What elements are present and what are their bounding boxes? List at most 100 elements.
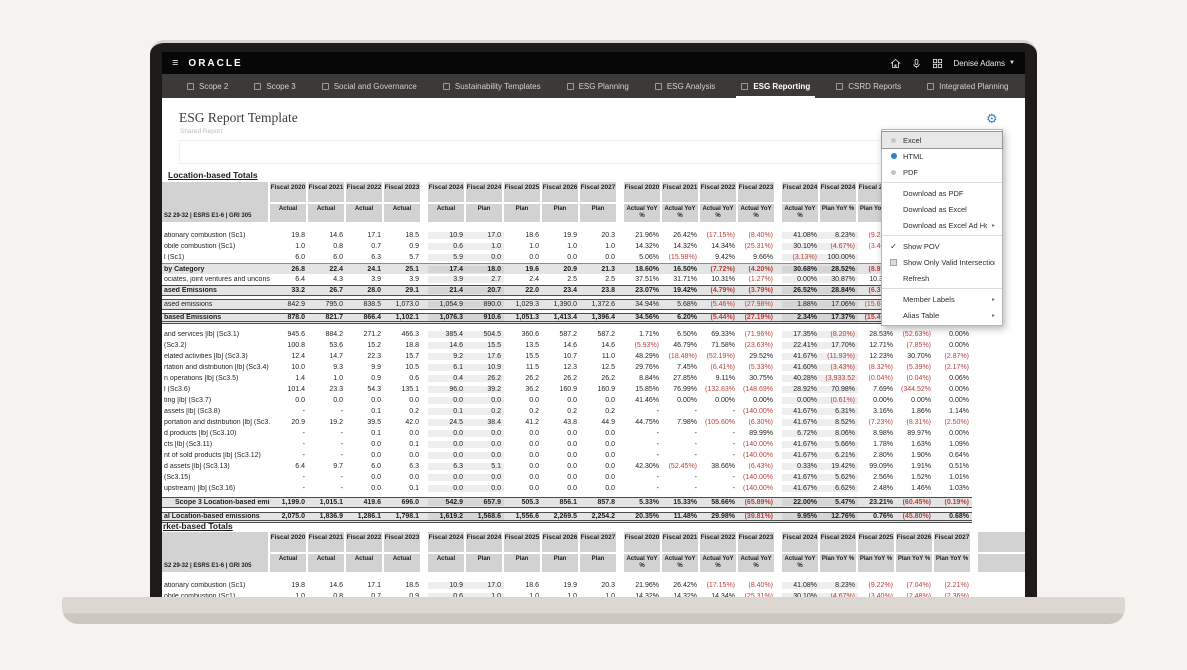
data-cell[interactable]: 26.8 (291, 265, 305, 273)
data-cell[interactable]: (15.98%) (668, 254, 697, 261)
data-cell[interactable]: 10.31% (711, 276, 735, 283)
column-header[interactable]: Fiscal 2024 Actual YoY % (782, 182, 818, 222)
data-cell[interactable]: 29.52% (749, 353, 773, 360)
data-cell[interactable]: 0.00% (949, 430, 969, 437)
data-cell[interactable]: 0.6 (428, 593, 466, 597)
data-cell[interactable]: 0.6 (428, 243, 466, 250)
data-cell[interactable]: 13.5 (525, 342, 539, 349)
data-cell[interactable]: - (340, 441, 343, 448)
data-cell[interactable]: 0.2 (529, 408, 539, 415)
data-cell[interactable]: (4.79%) (710, 287, 735, 294)
data-cell[interactable]: (5.93%) (634, 342, 659, 349)
data-cell[interactable]: 20.9 (563, 265, 577, 273)
data-cell[interactable]: 5.9 (428, 254, 466, 261)
data-cell[interactable]: 39.2 (466, 386, 504, 393)
data-cell[interactable]: 19.9 (563, 582, 577, 589)
data-cell[interactable]: 21.96% (635, 582, 659, 589)
data-cell[interactable]: 1,199.0 (281, 499, 305, 506)
data-cell[interactable]: 26.2 (601, 375, 615, 382)
data-cell[interactable]: (52.19%) (706, 353, 735, 360)
column-header[interactable]: Fiscal 2021 Actual (308, 532, 344, 572)
data-cell[interactable]: - (302, 485, 305, 492)
settings-gear-icon[interactable]: ⚙ (986, 111, 998, 126)
data-cell[interactable]: - (732, 408, 735, 415)
data-cell[interactable]: 21.96% (635, 232, 659, 239)
data-cell[interactable]: 360.6 (521, 331, 539, 338)
data-cell[interactable]: 1.01% (949, 474, 969, 481)
data-cell[interactable]: 15.2 (367, 342, 381, 349)
data-cell[interactable]: 0.0 (428, 441, 466, 448)
data-cell[interactable]: (2.36%) (944, 593, 969, 597)
data-cell[interactable]: 0.0 (605, 397, 615, 404)
data-cell[interactable]: 1.0 (567, 243, 577, 250)
data-cell[interactable]: (140.00% (743, 474, 773, 481)
data-cell[interactable]: 0.0 (567, 452, 577, 459)
data-cell[interactable]: 21.4 (428, 287, 466, 294)
data-cell[interactable]: 20.9 (291, 419, 305, 426)
data-cell[interactable]: 9.2 (428, 353, 466, 360)
data-cell[interactable]: - (656, 430, 659, 437)
data-cell[interactable]: 6.31% (820, 408, 858, 415)
data-cell[interactable]: 22.41% (782, 342, 820, 349)
data-cell[interactable]: 20.7 (466, 287, 504, 294)
data-cell[interactable]: - (302, 408, 305, 415)
data-cell[interactable]: 0.0 (529, 463, 539, 470)
row-label[interactable]: based Emissions (164, 314, 222, 321)
data-cell[interactable]: 14.32% (635, 593, 659, 597)
data-cell[interactable]: 0.1 (409, 485, 419, 492)
data-cell[interactable]: 10.9 (428, 232, 466, 239)
data-cell[interactable]: 41.67% (782, 452, 820, 459)
data-cell[interactable]: 0.0 (529, 430, 539, 437)
data-cell[interactable]: 0.0 (605, 254, 615, 261)
data-cell[interactable]: 20.3 (601, 232, 615, 239)
data-cell[interactable]: 466.3 (401, 331, 419, 338)
column-header[interactable]: Fiscal 2020 Actual (270, 182, 306, 222)
data-cell[interactable]: 17.0 (466, 232, 504, 239)
data-cell[interactable]: 0.0 (466, 441, 504, 448)
data-cell[interactable]: 0.00% (873, 397, 893, 404)
column-header[interactable]: Fiscal 2026 Plan (542, 532, 578, 572)
column-header[interactable]: Fiscal 2027 Plan (580, 532, 616, 572)
data-cell[interactable]: - (340, 485, 343, 492)
column-header[interactable]: Fiscal 2020 Actual YoY % (624, 182, 660, 222)
data-cell[interactable]: 89.97% (907, 430, 931, 437)
row-label[interactable]: obile combustion (Sc1) (164, 243, 236, 250)
data-cell[interactable]: (71.96%) (744, 331, 773, 338)
data-cell[interactable]: 0.00% (782, 276, 820, 283)
data-cell[interactable]: (9.22%) (868, 582, 893, 589)
data-cell[interactable]: 0.0 (466, 452, 504, 459)
data-cell[interactable]: (148.69% (743, 386, 773, 393)
tab-sustainability-templates[interactable]: Sustainability Templates (430, 74, 554, 98)
data-cell[interactable]: (5.46%) (710, 301, 735, 308)
data-cell[interactable]: 41.08% (782, 232, 820, 239)
row-label[interactable]: ociates, joint ventures and unconsolida (164, 276, 270, 283)
data-cell[interactable]: 9.95% (782, 513, 820, 520)
data-cell[interactable]: 38.66% (711, 463, 735, 470)
data-cell[interactable]: 15.5 (525, 353, 539, 360)
data-cell[interactable]: - (302, 452, 305, 459)
hamburger-menu-icon[interactable]: ≡ (172, 57, 179, 69)
data-cell[interactable]: 0.06% (949, 375, 969, 382)
data-cell[interactable]: 17.0 (466, 582, 504, 589)
data-cell[interactable]: 0.0 (605, 452, 615, 459)
data-cell[interactable]: 0.0 (605, 441, 615, 448)
data-cell[interactable]: 1.71% (639, 331, 659, 338)
data-cell[interactable]: (6.37%) (858, 287, 896, 294)
data-cell[interactable]: - (694, 408, 697, 415)
data-cell[interactable]: 18.6 (525, 232, 539, 239)
data-cell[interactable]: 14.32% (673, 243, 697, 250)
data-cell[interactable]: 0.0 (466, 430, 504, 437)
data-cell[interactable]: 0.68% (949, 513, 969, 520)
data-cell[interactable]: (3.13%) (782, 254, 820, 261)
data-cell[interactable]: 76.99% (673, 386, 697, 393)
data-cell[interactable]: 15.7 (405, 353, 419, 360)
data-cell[interactable]: (5.39%) (906, 364, 931, 371)
data-cell[interactable]: 19.6 (525, 265, 539, 273)
data-cell[interactable]: 5.06% (639, 254, 659, 261)
column-header[interactable]: Fiscal 2021 Actual (308, 182, 344, 222)
data-cell[interactable]: 5.62% (820, 474, 858, 481)
table-corner-header[interactable]: S2 29-32 | ESRS E1-6 | GRI 305 (162, 532, 268, 572)
data-cell[interactable]: 0.76% (873, 513, 893, 520)
data-cell[interactable]: 6.50% (677, 331, 697, 338)
data-cell[interactable]: 1.91% (911, 463, 931, 470)
